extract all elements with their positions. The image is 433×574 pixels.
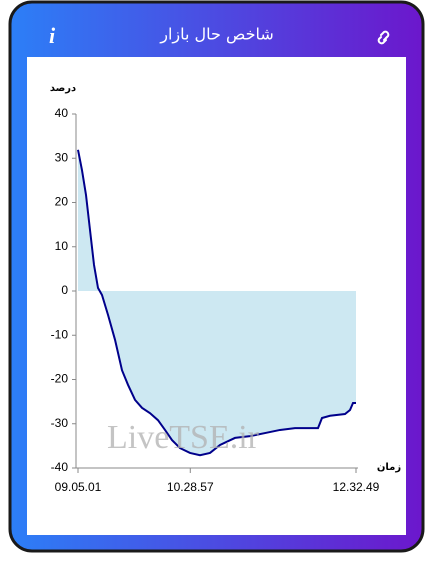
y-tick-label: -30 — [51, 416, 69, 430]
y-tick-label: 10 — [55, 239, 69, 253]
x-axis-title: زمان — [377, 462, 401, 473]
y-tick-label: 40 — [55, 106, 69, 120]
area — [78, 149, 356, 456]
x-tick-label: 10.28.57 — [167, 480, 214, 494]
link-icon[interactable] — [377, 30, 390, 45]
y-tick-label: 20 — [55, 195, 69, 209]
link-part — [380, 30, 390, 39]
watermark: LiveTSE.ir — [107, 419, 260, 456]
header-title: شاخص حال بازار — [159, 25, 274, 45]
y-tick-label: 0 — [61, 283, 68, 297]
y-tick-label: 30 — [55, 150, 69, 164]
info-icon[interactable]: i — [49, 23, 56, 48]
y-axis-title: درصد — [50, 83, 76, 94]
link-part — [377, 36, 387, 45]
y-tick-label: -20 — [51, 372, 69, 386]
line — [77, 149, 356, 457]
plot: -40 -30 -20 -10 0 10 20 30 40 09.05.01 10.28.57 12.… — [51, 106, 380, 494]
x-tick-label: 12.32.49 — [333, 480, 380, 494]
y-tick-label: -10 — [51, 327, 69, 341]
x-tick-label: 09.05.01 — [55, 480, 102, 494]
y-tick-label: -40 — [51, 460, 69, 474]
